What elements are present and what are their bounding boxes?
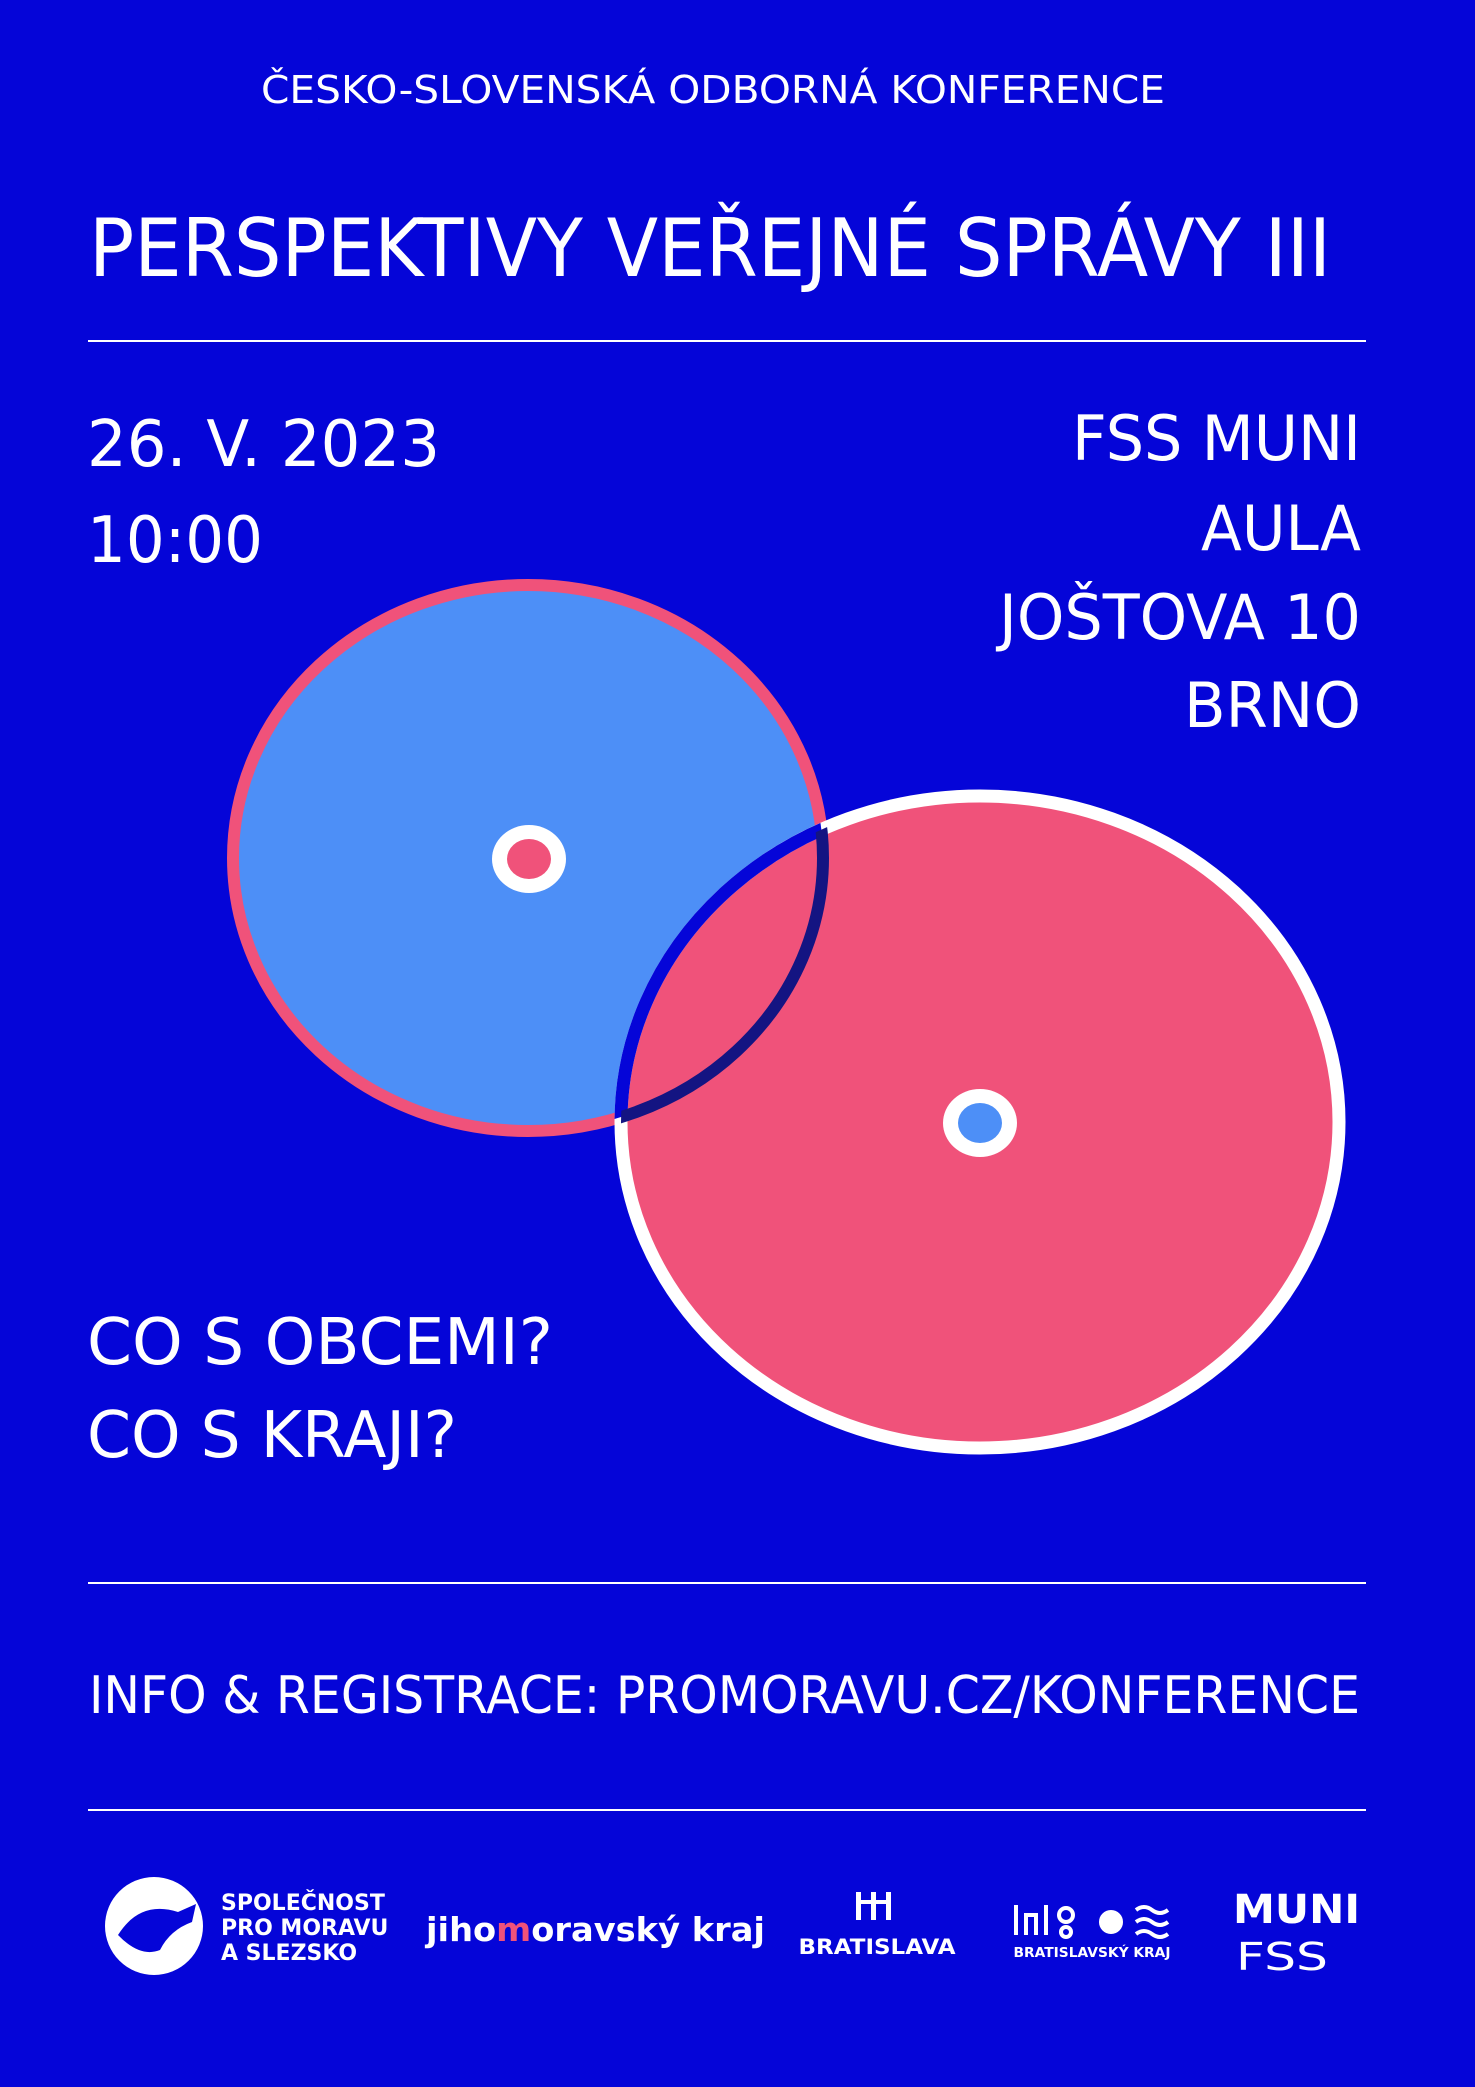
logo-text: oravský kraj: [531, 1910, 765, 1949]
eagle-shape: [118, 1904, 196, 1953]
date: 26. V. 2023: [87, 408, 440, 482]
venue-line: AULA: [1201, 492, 1361, 565]
info: INFO & REGISTRACE: PROMORAVU.CZ/KONFEREN…: [89, 1666, 1360, 1726]
center-dot: [507, 839, 551, 879]
jmk-logo: jihomoravský kraj: [424, 1910, 765, 1949]
logo-text: BRATISLAVSKÝ KRAJ: [1014, 1945, 1171, 1961]
time: 10:00: [87, 504, 263, 578]
venue-line: FSS MUNI: [1072, 402, 1361, 475]
logo-text: MUNI: [1233, 1887, 1360, 1933]
question: CO S OBCEMI?: [87, 1306, 553, 1380]
logo-text: PRO MORAVU: [221, 1916, 388, 1941]
logo-text: A SLEZSKO: [221, 1941, 357, 1966]
logo-text: FSS: [1236, 1935, 1328, 1979]
overlap-edge: [621, 796, 829, 1137]
logo-text: SPOLEČNOST: [221, 1890, 385, 1916]
conference-label: ČESKO-SLOVENSKÁ ODBORNÁ KONFERENCE: [261, 68, 1165, 112]
bsk-icon: [1014, 1905, 1170, 1939]
center-dot: [958, 1103, 1002, 1143]
question: CO S KRAJI?: [87, 1399, 457, 1473]
logo-text: jiho: [424, 1910, 496, 1949]
logo-text-accent: m: [496, 1910, 531, 1949]
conference-title: PERSPEKTIVY VEŘEJNÉ SPRÁVY III: [89, 201, 1331, 295]
venue-line: JOŠTOVA 10: [995, 581, 1361, 654]
bratislava-icon: [856, 1892, 891, 1920]
logo-text: BRATISLAVA: [799, 1935, 957, 1959]
venue-line: BRNO: [1184, 669, 1361, 742]
